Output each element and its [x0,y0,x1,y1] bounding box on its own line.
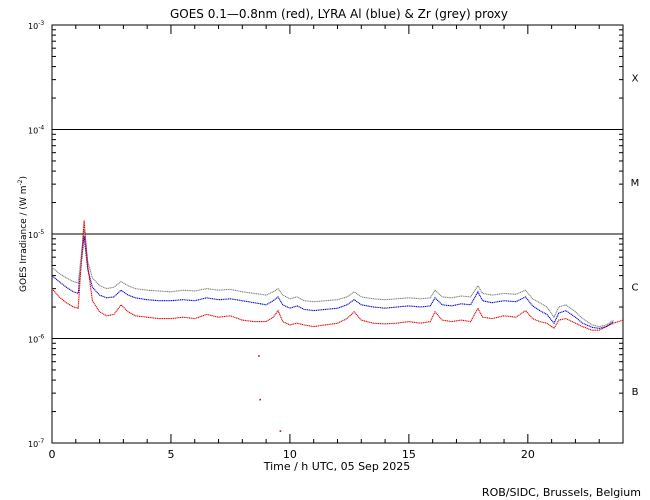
x-tick-label-4: 20 [521,448,535,461]
y-tick-base-2: 10 [28,231,38,240]
outlier-point-1 [259,398,261,401]
y-tick-exp-4: -3 [38,20,44,27]
series-line-1 [51,236,614,329]
y-tick-label-2: 10-5 [28,229,44,240]
y-axis-label: GOES Irradiance / (W m-2) [17,176,29,292]
y-tick-exp-3: -4 [38,125,44,132]
flare-level-lines [52,129,623,339]
credit-text: ROB/SIDC, Brussels, Belgium [482,486,641,499]
y-axis-label-text: GOES Irradiance / (W m [19,186,29,292]
x-tick-label-1: 5 [167,448,174,461]
y-tick-base-4: 10 [28,22,38,31]
outlier-point-0 [258,355,260,357]
y-tick-label-0: 10-7 [28,438,44,449]
y-tick-exp-2: -5 [38,229,44,236]
x-tick-label-3: 15 [402,448,416,461]
x-tick-label-0: 0 [49,448,56,461]
x-tick-label-2: 10 [283,448,297,461]
outlier-point-2 [279,430,282,432]
y-axis-label-exponent: -2 [17,179,24,185]
y-tick-base-1: 10 [28,336,38,345]
y-axis-ticks: 10-710-610-510-410-3 [28,20,623,449]
flare-class-label-b: B [632,387,639,398]
y-tick-label-1: 10-6 [28,334,44,345]
chart-title: GOES 0.1—0.8nm (red), LYRA Al (blue) & Z… [170,7,508,21]
y-tick-exp-1: -6 [38,334,44,341]
flare-class-label-c: C [632,282,639,293]
series-line-2 [51,220,624,331]
x-axis-label: Time / h UTC, 05 Sep 2025 [263,460,411,473]
y-tick-label-4: 10-3 [28,20,44,31]
x-axis-ticks: 0 5 10 15 20 [49,25,624,461]
series-line-0 [51,229,614,328]
series-layer [51,220,624,432]
y-axis-label-close: ) [19,176,29,180]
y-tick-label-3: 10-4 [28,125,44,136]
flare-class-label-m: M [631,178,640,189]
y-tick-base-0: 10 [28,440,38,449]
flare-class-labels: X M C B [631,73,640,398]
y-tick-exp-0: -7 [38,438,44,445]
flare-class-label-x: X [632,73,639,84]
y-tick-base-3: 10 [28,127,38,136]
